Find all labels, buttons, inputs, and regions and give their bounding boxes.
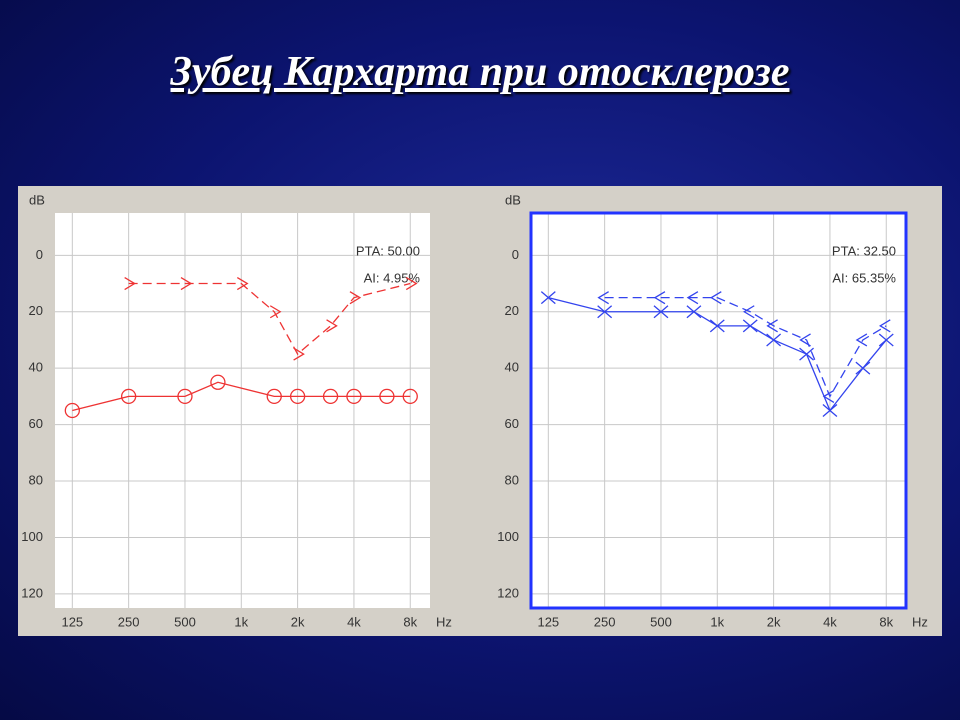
x-tick-label: 500 xyxy=(650,614,672,629)
y-tick-label: 120 xyxy=(21,585,43,600)
y-tick-label: 0 xyxy=(512,247,519,262)
marker xyxy=(269,305,282,319)
x-tick-label: 4k xyxy=(823,614,837,629)
x-axis-label: Hz xyxy=(912,614,928,629)
marker xyxy=(653,305,669,319)
y-tick-label: 80 xyxy=(505,472,519,487)
marker xyxy=(766,319,778,333)
marker xyxy=(878,333,894,347)
marker xyxy=(379,388,395,405)
x-tick-label: 250 xyxy=(594,614,616,629)
marker xyxy=(210,374,226,390)
marker xyxy=(402,388,418,405)
y-tick-label: 80 xyxy=(29,472,43,487)
marker xyxy=(266,388,282,405)
x-tick-label: 2k xyxy=(291,614,305,629)
plot-area xyxy=(531,213,906,608)
y-tick-label: 40 xyxy=(29,360,43,375)
marker xyxy=(236,276,249,291)
marker xyxy=(322,388,339,405)
marker xyxy=(709,319,725,333)
annotation: PTA: 32.50 xyxy=(832,243,896,258)
x-tick-label: 1k xyxy=(234,614,248,629)
marker xyxy=(742,319,758,333)
marker xyxy=(540,291,556,305)
marker xyxy=(822,404,838,417)
marker xyxy=(180,276,193,291)
y-axis-label: dB xyxy=(29,192,45,207)
plot-area xyxy=(55,213,430,608)
marker xyxy=(293,347,305,361)
y-tick-label: 60 xyxy=(29,416,43,431)
marker xyxy=(742,305,755,319)
y-axis-label: dB xyxy=(505,192,521,207)
plot-frame xyxy=(529,211,908,610)
marker xyxy=(855,361,871,375)
annotation: AI: 65.35% xyxy=(832,270,896,285)
x-tick-label: 125 xyxy=(537,614,559,629)
marker xyxy=(653,291,666,305)
y-tick-label: 120 xyxy=(497,585,519,600)
marker xyxy=(289,388,306,405)
y-tick-label: 100 xyxy=(21,529,43,544)
x-tick-label: 2k xyxy=(767,614,781,629)
marker xyxy=(177,388,193,405)
x-tick-label: 4k xyxy=(347,614,361,629)
x-tick-label: 125 xyxy=(61,614,83,629)
series-line xyxy=(604,296,887,398)
y-tick-label: 20 xyxy=(505,303,519,318)
marker xyxy=(405,276,418,291)
x-tick-label: 500 xyxy=(174,614,196,629)
annotation: AI: 4.95% xyxy=(364,270,421,285)
marker xyxy=(799,347,814,361)
y-tick-label: 20 xyxy=(29,303,43,318)
slide-title: Зубец Кархарта при отосклерозе xyxy=(170,49,790,95)
marker xyxy=(597,291,609,305)
marker xyxy=(326,319,338,333)
annotation: PTA: 50.00 xyxy=(356,243,420,258)
marker xyxy=(120,388,137,405)
marker xyxy=(597,305,613,319)
marker xyxy=(686,291,699,305)
marker xyxy=(822,389,835,403)
marker xyxy=(878,319,891,333)
y-tick-label: 40 xyxy=(505,360,519,375)
marker xyxy=(799,333,811,347)
x-tick-label: 1k xyxy=(710,614,724,629)
marker xyxy=(855,333,868,347)
marker xyxy=(766,333,782,347)
y-tick-label: 100 xyxy=(497,529,519,544)
marker xyxy=(710,291,722,305)
y-tick-label: 0 xyxy=(36,247,43,262)
marker xyxy=(124,276,136,291)
y-tick-label: 60 xyxy=(505,416,519,431)
marker xyxy=(346,388,362,405)
x-tick-label: 250 xyxy=(118,614,140,629)
marker xyxy=(686,305,702,319)
x-tick-label: 8k xyxy=(879,614,893,629)
marker xyxy=(349,291,362,305)
series-line xyxy=(72,381,411,412)
marker xyxy=(64,402,80,419)
x-tick-label: 8k xyxy=(403,614,417,629)
x-axis-label: Hz xyxy=(436,614,452,629)
